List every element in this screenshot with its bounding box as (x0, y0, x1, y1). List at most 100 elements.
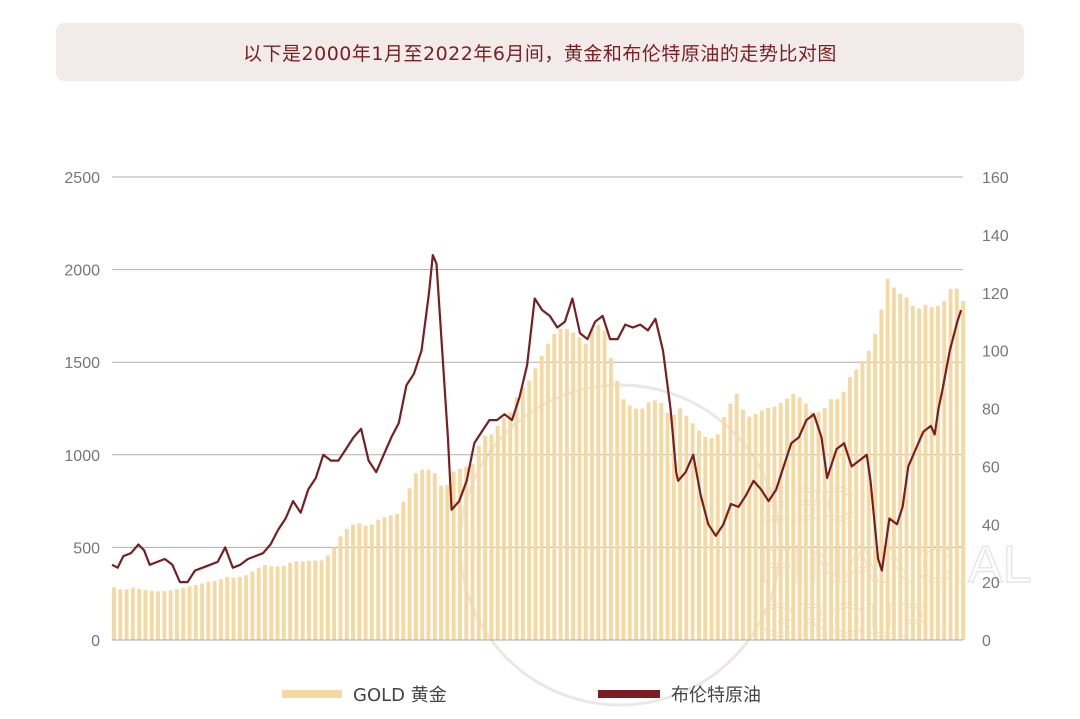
gold-bar-11 (181, 587, 186, 640)
gold-bar-46 (401, 501, 406, 640)
gold-bar-92 (690, 423, 695, 640)
gold-bar-6 (149, 590, 154, 640)
gold-bar-38 (351, 524, 355, 640)
right-tick-60: 60 (982, 459, 1000, 476)
gold-bar-133 (948, 288, 953, 640)
gold-bar-111 (810, 412, 815, 640)
gold-bar-47 (407, 488, 412, 640)
gold-bar-81 (621, 399, 626, 640)
gold-bar-65 (520, 386, 525, 640)
gold-bar-70 (552, 333, 557, 640)
gold-bar-15 (206, 581, 211, 640)
gold-bar-17 (218, 579, 223, 640)
gold-bar-95 (709, 438, 714, 640)
left-tick-1000: 1000 (64, 448, 100, 465)
right-tick-20: 20 (982, 575, 1000, 592)
gold-bar-13 (193, 585, 198, 640)
gold-bar-51 (432, 473, 437, 640)
gold-bar-88 (665, 412, 670, 640)
gold-bar-7 (156, 591, 160, 640)
gold-bar-84 (640, 408, 645, 640)
gold-bar-41 (369, 524, 374, 640)
gold-bar-132 (942, 301, 947, 640)
gold-bar-93 (696, 430, 701, 640)
gold-bar-79 (608, 357, 613, 640)
gold-bar-87 (659, 402, 664, 640)
gold-bar-125 (898, 293, 903, 640)
gold-bar-74 (577, 337, 582, 640)
gold-bar-103 (759, 410, 764, 640)
right-tick-160: 160 (982, 170, 1009, 187)
gold-bar-40 (363, 525, 368, 640)
gold-bar-16 (212, 580, 217, 640)
gold-bar-86 (652, 400, 657, 640)
right-tick-0: 0 (982, 633, 991, 650)
gold-bar-83 (634, 408, 638, 640)
gold-bar-115 (835, 399, 840, 640)
gold-bar-135 (961, 301, 966, 640)
gold-bar-108 (791, 393, 796, 640)
gold-bar-22 (250, 571, 255, 640)
gold-bar-75 (583, 343, 588, 640)
gold-bar-127 (910, 306, 915, 640)
gold-bar-90 (678, 408, 683, 640)
gold-bar-30 (300, 561, 305, 640)
gold-bar-2 (124, 589, 129, 640)
gold-bar-110 (803, 403, 808, 640)
gold-bar-25 (269, 566, 274, 640)
gold-bar-44 (388, 515, 393, 640)
gold-bar-66 (527, 380, 532, 640)
gold-bar-80 (615, 380, 620, 640)
gold-bar-98 (728, 403, 733, 640)
gold-bar-20 (237, 577, 242, 640)
left-tick-1500: 1500 (64, 355, 100, 372)
gold-bar-117 (847, 377, 852, 640)
gold-bar-23 (256, 568, 261, 640)
title-banner: 以下是2000年1月至2022年6月间，黄金和布伦特原油的走势比对图 (56, 23, 1024, 81)
gold-bar-71 (558, 328, 563, 640)
chart-title: 以下是2000年1月至2022年6月间，黄金和布伦特原油的走势比对图 (243, 42, 837, 65)
gold-bar-36 (338, 536, 343, 640)
left-tick-500: 500 (73, 540, 100, 557)
gold-bar-53 (445, 485, 450, 640)
gold-bar-64 (514, 397, 519, 640)
gold-bar-29 (294, 561, 299, 640)
gold-bar-5 (143, 590, 148, 640)
right-tick-40: 40 (982, 517, 1000, 534)
oil-price-line (111, 254, 963, 584)
gold-bar-96 (715, 434, 720, 640)
gold-bar-124 (891, 287, 896, 640)
gold-bar-24 (263, 564, 267, 640)
gold-bar-8 (162, 591, 167, 640)
gold-bar-55 (457, 468, 462, 640)
legend-gold-label: GOLD 黄金 (353, 685, 447, 706)
gold-bar-33 (319, 560, 324, 640)
gold-bar-104 (766, 407, 771, 640)
gold-bar-122 (879, 309, 884, 640)
gold-bar-35 (332, 547, 337, 640)
gold-bar-50 (426, 469, 431, 640)
right-tick-80: 80 (982, 402, 1000, 419)
gold-bar-134 (954, 288, 959, 640)
legend-oil-swatch (598, 690, 660, 698)
gold-bar-54 (451, 471, 456, 640)
gold-bar-91 (684, 415, 689, 640)
gold-bar-19 (231, 577, 236, 640)
gold-bar-78 (602, 330, 607, 640)
gold-bar-43 (382, 517, 387, 640)
gold-bar-112 (816, 412, 821, 640)
gold-bar-28 (288, 562, 293, 640)
gold-bar-48 (413, 473, 418, 640)
gold-bar-0 (112, 587, 116, 640)
gold-bar-61 (495, 425, 500, 640)
gold-bar-99 (734, 393, 739, 640)
gold-bar-89 (671, 414, 676, 640)
gold-bar-121 (873, 333, 878, 640)
gold-bar-129 (923, 304, 928, 640)
gold-bar-82 (627, 405, 632, 640)
gold-bar-119 (860, 360, 865, 640)
gold-bar-10 (174, 589, 179, 640)
gold-bar-3 (130, 587, 135, 640)
gold-bar-57 (470, 464, 475, 640)
gold-bar-39 (357, 523, 362, 640)
